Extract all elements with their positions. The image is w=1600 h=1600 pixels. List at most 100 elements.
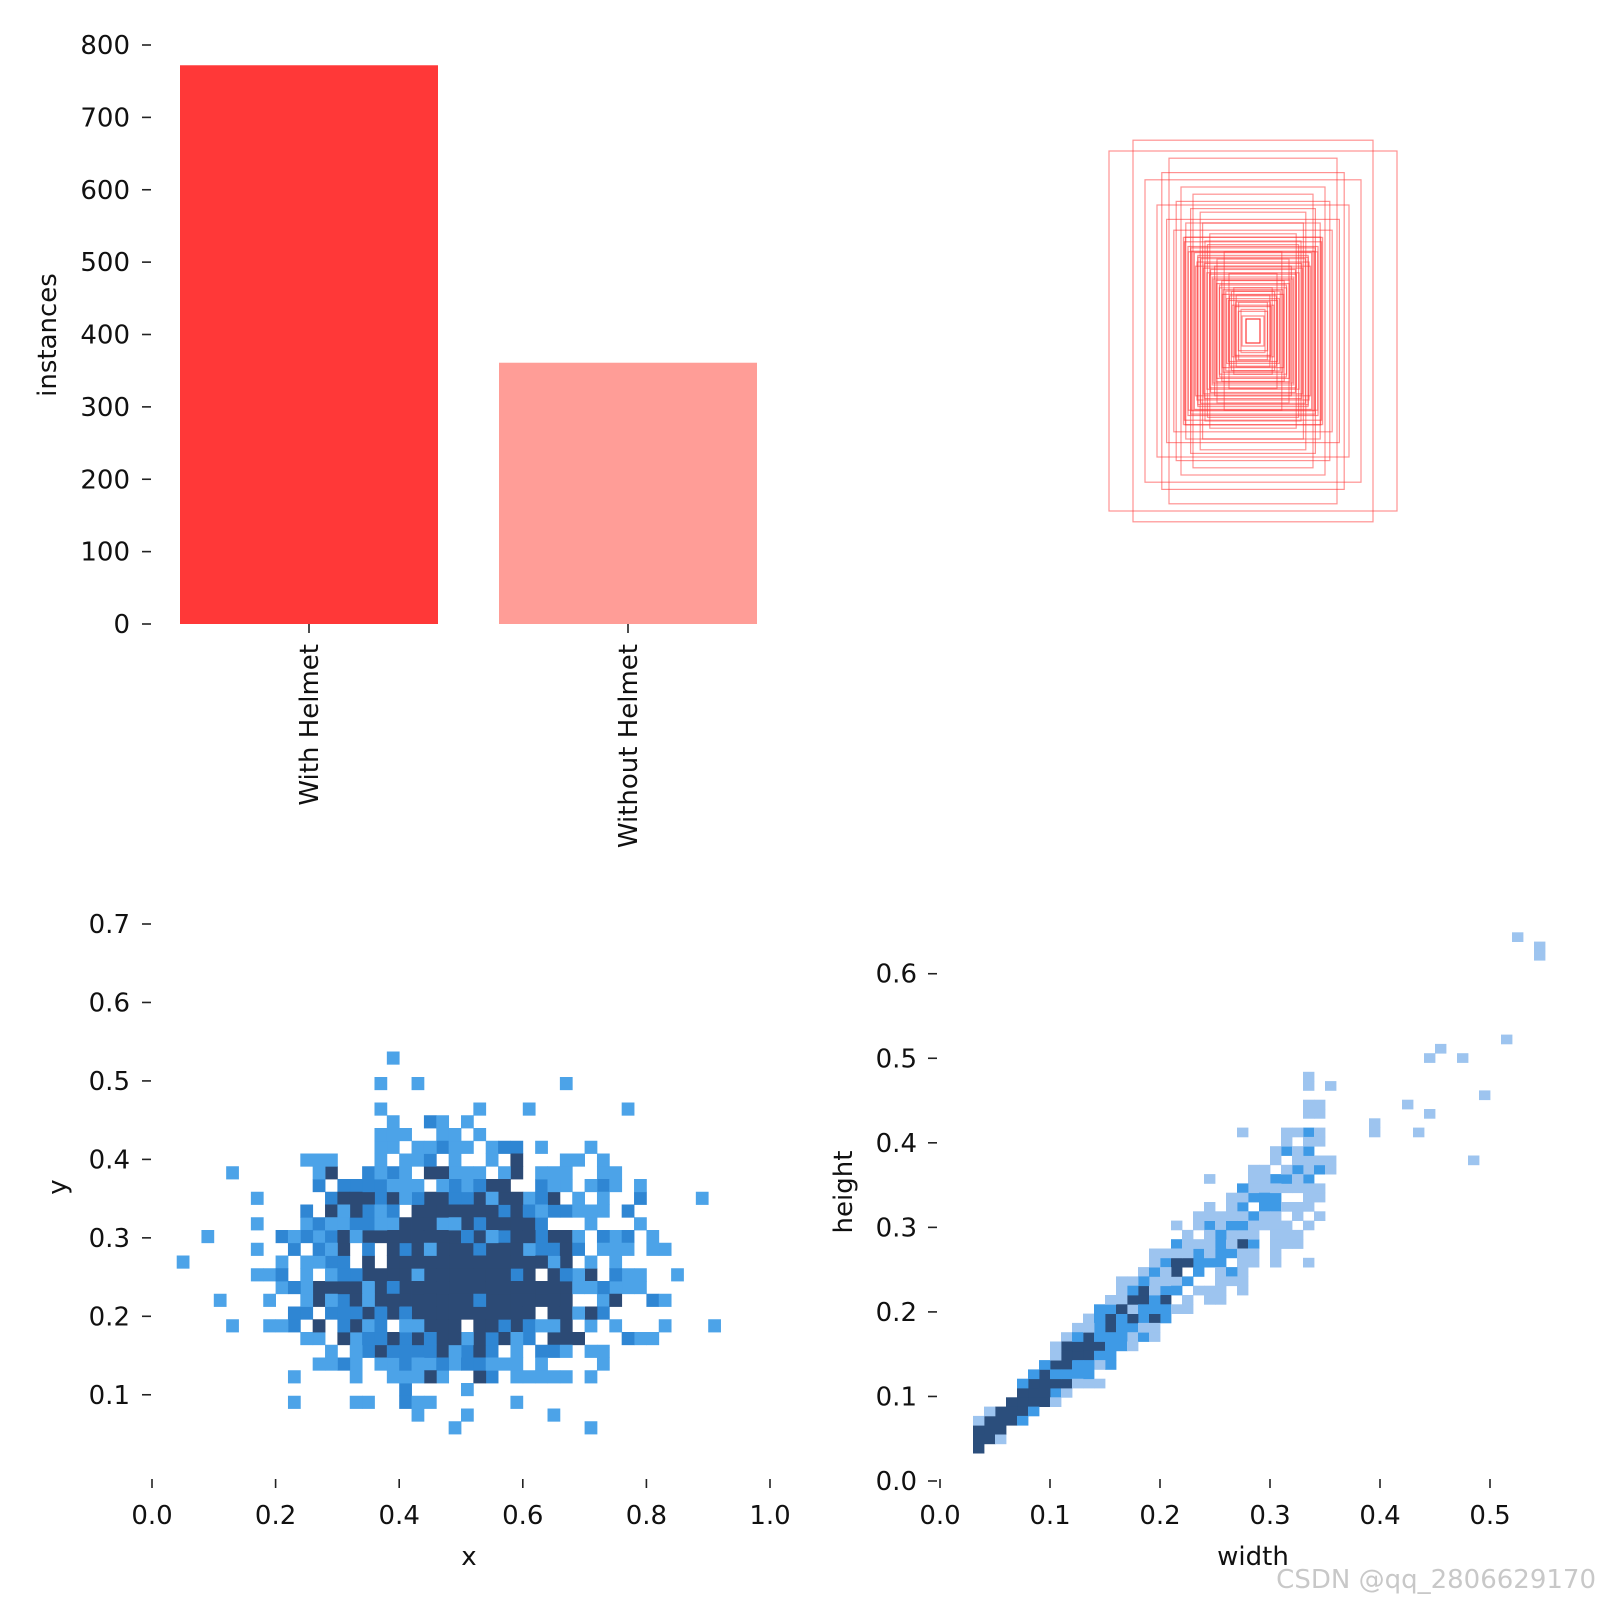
histogram-cell: [349, 1281, 363, 1295]
histogram-cell: [386, 1306, 400, 1320]
histogram-cell: [1094, 1304, 1106, 1314]
histogram-cell: [535, 1204, 548, 1218]
histogram-cell: [423, 1204, 437, 1218]
histogram-cell: [423, 1230, 437, 1244]
histogram-cell: [1138, 1322, 1150, 1333]
x-tick-label: 0.4: [379, 1501, 420, 1531]
histogram-cell: [547, 1179, 561, 1193]
y-tick-label: 0.5: [876, 1044, 917, 1074]
histogram-cell: [547, 1370, 561, 1384]
histogram-cell: [559, 1293, 573, 1307]
histogram-cell: [1127, 1322, 1139, 1333]
histogram-cell: [312, 1319, 326, 1333]
histogram-cell: [535, 1217, 548, 1231]
histogram-cell: [448, 1242, 462, 1256]
histogram-cell: [386, 1332, 400, 1346]
histogram-cell: [1215, 1295, 1227, 1305]
histogram-cell: [325, 1306, 338, 1320]
histogram-cell: [1105, 1304, 1117, 1314]
histogram-cell: [461, 1408, 474, 1422]
histogram-cell: [973, 1425, 985, 1435]
y-tick-label: 0.1: [89, 1381, 130, 1411]
histogram-cell: [300, 1153, 314, 1167]
histogram-cell: [1116, 1313, 1128, 1324]
histogram-cell: [473, 1102, 487, 1116]
histogram-cell: [522, 1281, 536, 1295]
histogram-cell: [461, 1179, 474, 1193]
bounding-box: [1237, 310, 1269, 352]
category-label: Without Helmet: [614, 644, 644, 848]
histogram-cell: [658, 1319, 672, 1333]
histogram-cell: [448, 1332, 462, 1346]
histogram-cell: [1160, 1295, 1172, 1305]
histogram-cell: [485, 1268, 499, 1282]
histogram-cell: [411, 1217, 425, 1231]
histogram-cell: [473, 1332, 487, 1346]
x-tick-label: 0.5: [1469, 1501, 1510, 1531]
histogram-cell: [1314, 1155, 1326, 1166]
y-tick-label: 0.3: [876, 1213, 917, 1243]
histogram-cell: [485, 1140, 499, 1154]
histogram-cell: [386, 1242, 400, 1256]
histogram-cell: [1160, 1248, 1172, 1259]
histogram-cell: [1292, 1155, 1304, 1166]
histogram-cell: [1479, 1090, 1491, 1101]
bounding-box: [1227, 299, 1279, 363]
histogram-cell: [226, 1319, 239, 1333]
y-tick-label: 0.7: [89, 910, 130, 940]
histogram-cell: [349, 1357, 363, 1371]
histogram-cell: [325, 1204, 338, 1218]
histogram-cell: [436, 1128, 450, 1142]
histogram-cell: [510, 1140, 524, 1154]
histogram-cell: [1094, 1350, 1106, 1361]
histogram-cell: [423, 1395, 437, 1409]
bounding-box: [1201, 222, 1304, 440]
histogram-cell: [1325, 1081, 1337, 1091]
histogram-cell: [1215, 1285, 1227, 1296]
histogram-cell: [498, 1230, 511, 1244]
histogram-cell: [374, 1204, 388, 1218]
histogram-cell: [1270, 1174, 1282, 1184]
histogram-cell: [1215, 1239, 1227, 1249]
histogram-cell: [609, 1268, 623, 1282]
histogram-cell: [411, 1255, 425, 1269]
histogram-cell: [386, 1128, 400, 1142]
histogram-cell: [1281, 1183, 1293, 1194]
histogram-cell: [1072, 1341, 1084, 1352]
histogram-cell: [1160, 1267, 1172, 1277]
histogram-cell: [374, 1357, 388, 1371]
histogram-cell: [1270, 1248, 1282, 1259]
histogram-cell: [473, 1344, 487, 1358]
histogram-cell: [312, 1217, 326, 1231]
histogram-cell: [362, 1242, 375, 1256]
histogram-cell: [1116, 1276, 1128, 1287]
histogram-cell: [1171, 1220, 1183, 1231]
histogram-cell: [337, 1242, 351, 1256]
histogram-cell: [1270, 1239, 1282, 1249]
bounding-box: [1240, 308, 1266, 354]
histogram-cell: [399, 1370, 412, 1384]
histogram-cell: [1369, 1118, 1381, 1128]
histogram-cell: [1116, 1341, 1128, 1352]
histogram-cell: [572, 1268, 585, 1282]
histogram-cell: [559, 1179, 573, 1193]
bounding-box: [1192, 193, 1314, 469]
histogram-cell: [423, 1268, 437, 1282]
histogram-cell: [510, 1281, 524, 1295]
histogram-cell: [1248, 1174, 1260, 1184]
histogram-cell: [436, 1115, 450, 1129]
histogram-cell: [984, 1434, 996, 1445]
histogram-cell: [461, 1242, 474, 1256]
histogram-cell: [1237, 1211, 1249, 1221]
histogram-cell: [1314, 1136, 1326, 1147]
histogram-cell: [423, 1191, 437, 1205]
histogram-cell: [1292, 1239, 1304, 1249]
histogram-cell: [485, 1357, 499, 1371]
histogram-cell: [510, 1370, 524, 1384]
histogram-cell: [1138, 1276, 1150, 1287]
histogram-cell: [436, 1166, 450, 1180]
histogram-cell: [325, 1255, 338, 1269]
bounding-box: [1225, 290, 1281, 372]
histogram-cell: [547, 1293, 561, 1307]
histogram-cell: [1534, 941, 1546, 952]
